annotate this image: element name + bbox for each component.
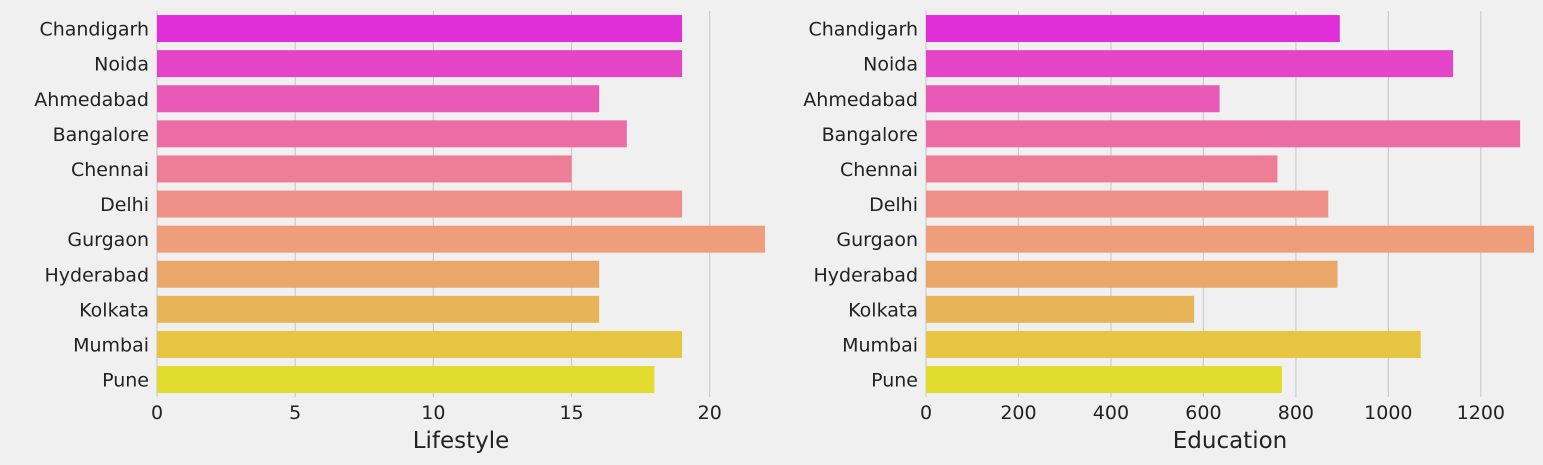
category-label: Noida <box>863 54 918 76</box>
x-tick-label: 5 <box>289 402 301 424</box>
category-label: Gurgaon <box>67 229 149 251</box>
category-label: Delhi <box>869 194 918 216</box>
bar-kolkata <box>926 295 1195 323</box>
x-tick-label: 400 <box>1093 402 1129 424</box>
x-tick-label: 15 <box>559 402 583 424</box>
bar-kolkata <box>157 295 600 323</box>
bar-mumbai <box>926 330 1421 358</box>
bar-mumbai <box>157 330 683 358</box>
lifestyle-panel: Chandigarh Noida Ahmedabad Bangalore Chennai… <box>34 11 765 454</box>
category-label: Kolkata <box>79 299 149 321</box>
category-label: Mumbai <box>73 334 149 356</box>
bar-bangalore <box>926 120 1521 148</box>
category-label: Bangalore <box>822 124 918 146</box>
x-tick-label: 200 <box>1000 402 1036 424</box>
x-tick-label: 0 <box>920 402 932 424</box>
bar-chennai <box>157 155 572 183</box>
category-label: Chandigarh <box>39 19 149 41</box>
category-label: Kolkata <box>848 299 918 321</box>
bar-hyderabad <box>926 260 1338 288</box>
category-label: Bangalore <box>53 124 149 146</box>
x-tick-label: 0 <box>151 402 163 424</box>
category-label: Mumbai <box>842 334 918 356</box>
x-tick-label: 1000 <box>1364 402 1412 424</box>
x-tick-label: 800 <box>1278 402 1314 424</box>
bar-hyderabad <box>157 260 600 288</box>
category-label: Hyderabad <box>814 264 919 286</box>
bar-chennai <box>926 155 1278 183</box>
category-label: Chennai <box>71 159 149 181</box>
bar-ahmedabad <box>157 85 600 113</box>
x-axis-label: Education <box>1173 428 1288 454</box>
category-label: Hyderabad <box>45 264 150 286</box>
bar-pune <box>157 366 655 394</box>
category-label: Ahmedabad <box>34 89 149 111</box>
x-axis-label: Lifestyle <box>413 428 510 454</box>
bar-chandigarh <box>157 15 683 43</box>
bar-chandigarh <box>926 15 1340 43</box>
bar-delhi <box>157 190 683 218</box>
category-label: Gurgaon <box>836 229 918 251</box>
category-label: Pune <box>871 370 918 392</box>
bar-ahmedabad <box>926 85 1220 113</box>
category-label: Delhi <box>100 194 149 216</box>
category-label: Pune <box>102 370 149 392</box>
x-tick-label: 1200 <box>1457 402 1505 424</box>
bar-gurgaon <box>157 225 765 253</box>
category-label: Chennai <box>840 159 918 181</box>
education-panel: Chandigarh Noida Ahmedabad Bangalore Chennai… <box>803 11 1534 454</box>
bar-bangalore <box>157 120 627 148</box>
bar-gurgaon <box>926 225 1534 253</box>
bar-noida <box>157 50 683 78</box>
category-label: Ahmedabad <box>803 89 918 111</box>
x-tick-label: 10 <box>421 402 445 424</box>
bar-delhi <box>926 190 1329 218</box>
x-tick-label: 20 <box>698 402 722 424</box>
bar-noida <box>926 50 1454 78</box>
x-tick-label: 600 <box>1185 402 1221 424</box>
bar-pune <box>926 366 1283 394</box>
category-label: Noida <box>94 54 149 76</box>
category-label: Chandigarh <box>808 19 918 41</box>
